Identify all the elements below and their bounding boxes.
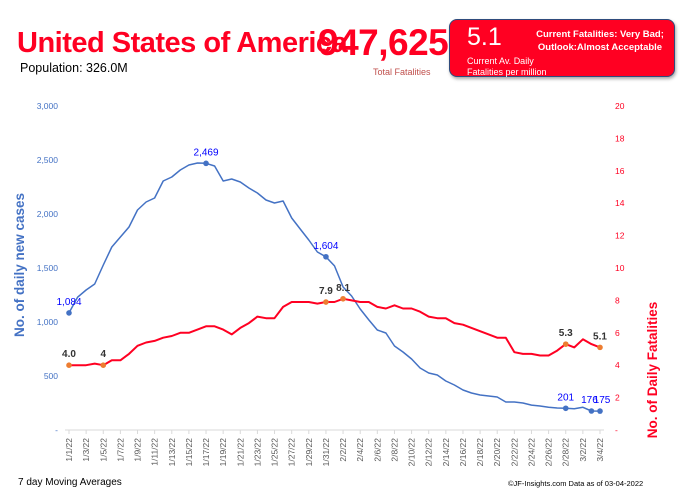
x-tick-label: 2/28/22 bbox=[561, 438, 571, 467]
y-axis-left-title: No. of daily new cases bbox=[12, 193, 27, 337]
data-label: 5.1 bbox=[593, 331, 607, 342]
y-left-tick-label: 1,500 bbox=[37, 263, 59, 273]
y-right-tick-label: 6 bbox=[615, 328, 620, 338]
data-label: 7.9 bbox=[319, 286, 333, 297]
data-point-marker bbox=[100, 362, 107, 369]
y-left-tick-label: 2,000 bbox=[37, 209, 59, 219]
total-fatalities-label: Total Fatalities bbox=[373, 67, 431, 77]
population-label: Population: 326.0M bbox=[20, 61, 128, 75]
data-label: 2,469 bbox=[194, 147, 219, 158]
data-point-marker bbox=[323, 299, 329, 305]
x-tick-label: 2/4/22 bbox=[355, 438, 365, 462]
data-label: 4.0 bbox=[62, 349, 76, 360]
data-point-marker bbox=[66, 362, 72, 369]
x-tick-label: 2/16/22 bbox=[458, 438, 468, 467]
x-tick-label: 3/4/22 bbox=[595, 438, 605, 462]
status-desc-line2: Fatalities per million bbox=[467, 67, 547, 77]
status-box: 5.1 Current Av. Daily Fatalities per mil… bbox=[449, 19, 675, 77]
data-point-marker bbox=[562, 405, 569, 412]
x-tick-label: 1/21/22 bbox=[235, 438, 245, 467]
x-tick-label: 1/27/22 bbox=[287, 438, 297, 467]
x-axis: 1/1/22 1/3/22 1/5/22 1/7/22 1/9/22 1/11/22 1/1… bbox=[64, 429, 605, 467]
y-axis-right-title: No. of Daily Fatalities bbox=[645, 302, 660, 439]
y-right-tick-label: - bbox=[615, 425, 618, 435]
x-tick-label: 2/8/22 bbox=[389, 438, 399, 462]
x-tick-label: 2/24/22 bbox=[526, 438, 536, 467]
y-left-tick-label: 2,500 bbox=[37, 155, 59, 165]
y-left-tick-label: 3,000 bbox=[37, 101, 59, 111]
x-tick-label: 3/2/22 bbox=[578, 438, 588, 462]
y-right-tick-label: 20 bbox=[615, 101, 625, 111]
data-label: 4 bbox=[100, 349, 106, 360]
data-label: 176 bbox=[581, 395, 598, 406]
cases-line bbox=[68, 162, 601, 412]
x-tick-label: 1/29/22 bbox=[304, 438, 314, 467]
data-point-marker bbox=[588, 408, 595, 414]
series-fatalities: 4.0 4 7.9 8.1 5.3 5.1 bbox=[62, 283, 607, 369]
x-tick-label: 1/15/22 bbox=[184, 438, 194, 467]
status-value: 5.1 bbox=[467, 23, 502, 51]
data-point-marker bbox=[66, 310, 72, 316]
data-point-marker bbox=[597, 344, 603, 351]
data-label: 8.1 bbox=[336, 283, 350, 294]
x-tick-label: 2/20/22 bbox=[492, 438, 502, 467]
status-text-line1: Current Fatalities: Very Bad; bbox=[536, 29, 664, 40]
x-tick-label: 1/11/22 bbox=[150, 438, 160, 466]
status-desc-line1: Current Av. Daily bbox=[467, 56, 534, 66]
y-left-tick-label: - bbox=[55, 425, 58, 435]
data-point-marker bbox=[562, 341, 569, 347]
x-tick-label: 2/26/22 bbox=[544, 438, 554, 467]
data-point-marker bbox=[597, 408, 603, 414]
x-tick-label: 1/13/22 bbox=[167, 438, 177, 467]
x-tick-label: 2/18/22 bbox=[475, 438, 485, 467]
x-tick-label: 1/31/22 bbox=[321, 438, 331, 467]
x-tick-label: 1/3/22 bbox=[81, 438, 91, 462]
footer-note: 7 day Moving Averages bbox=[18, 477, 122, 488]
data-point-marker bbox=[203, 160, 209, 167]
y-right-tick-label: 14 bbox=[615, 198, 625, 208]
status-description: Current Av. Daily Fatalities per million bbox=[467, 56, 547, 78]
x-tick-label: 1/25/22 bbox=[270, 438, 280, 467]
y-left-tick-label: 500 bbox=[44, 371, 58, 381]
x-tick-label: 1/1/22 bbox=[64, 438, 74, 462]
data-label: 1,604 bbox=[313, 241, 338, 252]
y-right-tick-label: 18 bbox=[615, 133, 625, 143]
x-tick-label: 1/17/22 bbox=[201, 438, 211, 467]
y-right-tick-label: 12 bbox=[615, 231, 625, 241]
data-label: 5.3 bbox=[559, 328, 573, 339]
y-right-tick-label: 2 bbox=[615, 393, 620, 403]
data-label: 1,084 bbox=[56, 297, 81, 308]
y-right-tick-label: 8 bbox=[615, 295, 620, 305]
country-title: United States of America bbox=[17, 27, 348, 59]
data-point-marker bbox=[340, 295, 346, 302]
y-axis-right: - 2 4 6 8 10 12 14 16 18 20 bbox=[615, 101, 625, 435]
y-right-tick-label: 10 bbox=[615, 263, 625, 273]
y-right-tick-label: 4 bbox=[615, 360, 620, 370]
x-tick-label: 1/5/22 bbox=[98, 438, 108, 462]
y-left-tick-label: 1,000 bbox=[37, 317, 59, 327]
x-tick-label: 1/19/22 bbox=[218, 438, 228, 467]
x-tick-label: 2/10/22 bbox=[407, 438, 417, 467]
status-assessment: Current Fatalities: Very Bad; Outlook:Al… bbox=[530, 28, 670, 54]
x-tick-label: 1/9/22 bbox=[133, 438, 143, 462]
x-tick-label: 2/12/22 bbox=[424, 438, 434, 467]
data-label: 175 bbox=[594, 395, 611, 406]
x-tick-label: 2/14/22 bbox=[441, 438, 451, 467]
x-tick-label: 1/23/22 bbox=[252, 438, 262, 467]
y-axis-left: - 500 1,000 1,500 2,000 2,500 3,000 bbox=[37, 101, 59, 435]
data-point-marker bbox=[323, 253, 329, 260]
data-label: 201 bbox=[557, 392, 574, 403]
x-tick-label: 2/2/22 bbox=[338, 438, 348, 462]
status-text-line2: Outlook:Almost Acceptable bbox=[537, 42, 663, 53]
x-tick-label: 2/22/22 bbox=[509, 438, 519, 467]
y-right-tick-label: 16 bbox=[615, 166, 625, 176]
total-fatalities-value: 947,625 bbox=[318, 22, 449, 63]
fatalities-line bbox=[69, 297, 601, 367]
x-tick-label: 2/6/22 bbox=[372, 438, 382, 462]
x-tick-label: 1/7/22 bbox=[115, 438, 125, 462]
footer-credit: ©JF-Insights.com Data as of 03-04-2022 bbox=[508, 479, 644, 488]
